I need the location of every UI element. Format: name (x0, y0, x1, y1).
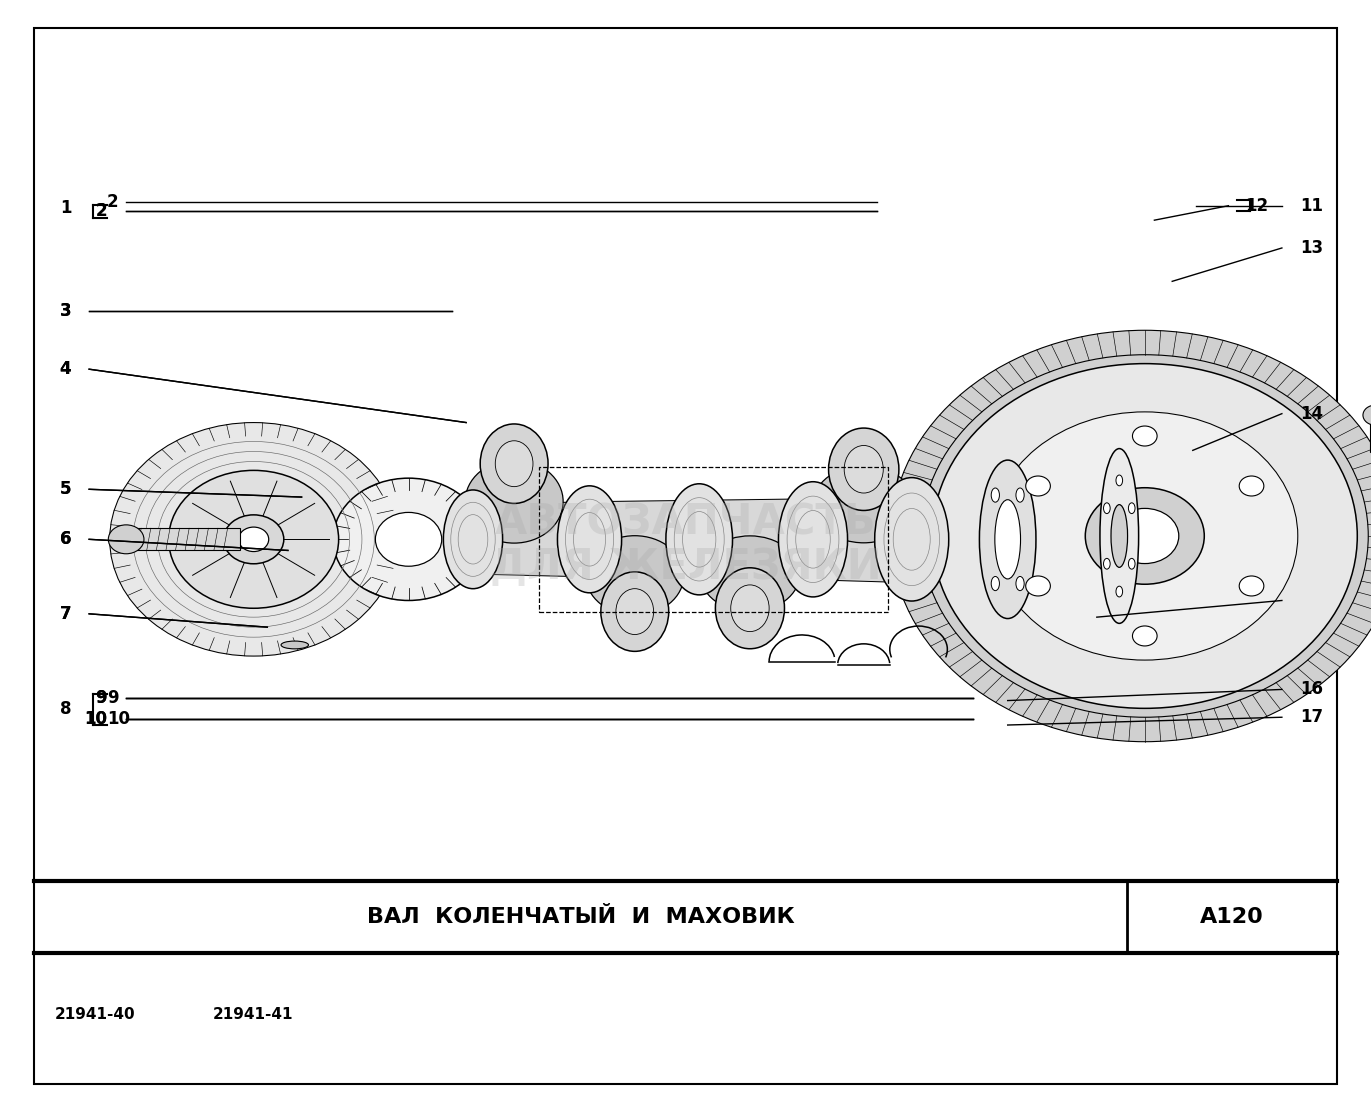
Circle shape (1239, 476, 1264, 496)
Ellipse shape (991, 576, 999, 590)
Circle shape (891, 330, 1371, 742)
Ellipse shape (991, 488, 999, 503)
Text: 13: 13 (1300, 239, 1323, 257)
Polygon shape (590, 500, 699, 578)
Text: 9: 9 (107, 689, 118, 707)
Bar (137, 528, 240, 550)
Ellipse shape (813, 466, 914, 543)
Text: 5: 5 (60, 480, 71, 498)
Text: 14: 14 (1300, 405, 1323, 423)
Text: 21941-40: 21941-40 (55, 1006, 136, 1022)
Ellipse shape (779, 481, 847, 597)
Text: 10: 10 (107, 711, 130, 728)
Ellipse shape (1100, 448, 1139, 624)
Text: 7: 7 (60, 605, 71, 623)
Circle shape (1132, 626, 1157, 646)
Polygon shape (473, 502, 590, 577)
Circle shape (333, 478, 484, 600)
Text: 1: 1 (60, 199, 71, 217)
Text: 2: 2 (96, 202, 107, 220)
Ellipse shape (666, 484, 732, 595)
Circle shape (108, 525, 144, 554)
Circle shape (991, 411, 1298, 661)
Circle shape (1026, 576, 1050, 596)
Circle shape (239, 527, 269, 552)
Circle shape (1026, 476, 1050, 496)
Ellipse shape (1104, 558, 1111, 569)
Ellipse shape (480, 424, 548, 504)
Circle shape (223, 515, 284, 564)
Polygon shape (340, 515, 387, 564)
Text: 6: 6 (60, 530, 71, 548)
Ellipse shape (495, 440, 533, 487)
Text: ДЛЯ ЖЕЛЕЗЯКИ: ДЛЯ ЖЕЛЕЗЯКИ (489, 546, 882, 588)
Ellipse shape (1128, 558, 1135, 569)
Polygon shape (699, 499, 813, 579)
Ellipse shape (1104, 503, 1111, 514)
Ellipse shape (558, 486, 621, 593)
Text: 16: 16 (1300, 681, 1323, 698)
Text: ВАЛ  КОЛЕНЧАТЫЙ  И  МАХОВИК: ВАЛ КОЛЕНЧАТЫЙ И МАХОВИК (367, 907, 794, 926)
Text: 5: 5 (60, 480, 71, 498)
Text: 21941-41: 21941-41 (213, 1006, 293, 1022)
Ellipse shape (443, 490, 503, 588)
Circle shape (1086, 488, 1204, 584)
Ellipse shape (716, 568, 784, 648)
Ellipse shape (979, 460, 1036, 618)
Text: 9: 9 (96, 689, 107, 707)
Text: 3: 3 (60, 302, 71, 320)
Text: 17: 17 (1300, 708, 1323, 726)
Text: 10: 10 (84, 711, 107, 728)
Text: 9: 9 (96, 689, 107, 707)
Text: 2: 2 (107, 193, 118, 211)
Circle shape (1363, 405, 1371, 425)
Circle shape (1132, 426, 1157, 446)
Ellipse shape (465, 460, 563, 543)
Circle shape (169, 470, 339, 608)
Ellipse shape (616, 588, 654, 635)
Ellipse shape (585, 536, 684, 615)
Text: 10: 10 (84, 711, 107, 728)
Ellipse shape (845, 446, 883, 493)
Ellipse shape (1116, 475, 1123, 486)
Ellipse shape (1128, 503, 1135, 514)
Text: 11: 11 (1300, 197, 1323, 215)
Text: А120: А120 (1200, 907, 1264, 926)
Text: 7: 7 (60, 605, 71, 623)
Circle shape (110, 423, 398, 656)
Text: 8: 8 (60, 701, 71, 718)
Text: 15: 15 (1300, 592, 1323, 609)
Text: 12: 12 (1245, 197, 1268, 215)
Ellipse shape (600, 572, 669, 652)
Circle shape (932, 364, 1357, 708)
Ellipse shape (731, 585, 769, 632)
Ellipse shape (1111, 505, 1127, 567)
Circle shape (1111, 508, 1179, 564)
Text: 2: 2 (96, 202, 107, 220)
Ellipse shape (875, 478, 949, 600)
Ellipse shape (701, 536, 799, 612)
Text: 3: 3 (60, 302, 71, 320)
Polygon shape (813, 496, 912, 583)
Text: АВТОЗАПЧАСТЬ: АВТОЗАПЧАСТЬ (495, 502, 876, 544)
Ellipse shape (281, 641, 308, 649)
Text: 4: 4 (60, 360, 71, 378)
Circle shape (1239, 576, 1264, 596)
Ellipse shape (1016, 576, 1024, 590)
Text: 6: 6 (60, 530, 71, 548)
Bar (539, 467, 888, 612)
Text: 4: 4 (60, 360, 71, 378)
Ellipse shape (1016, 488, 1024, 503)
Ellipse shape (828, 428, 899, 510)
Ellipse shape (1116, 586, 1123, 597)
Ellipse shape (995, 499, 1020, 579)
Circle shape (376, 513, 441, 566)
